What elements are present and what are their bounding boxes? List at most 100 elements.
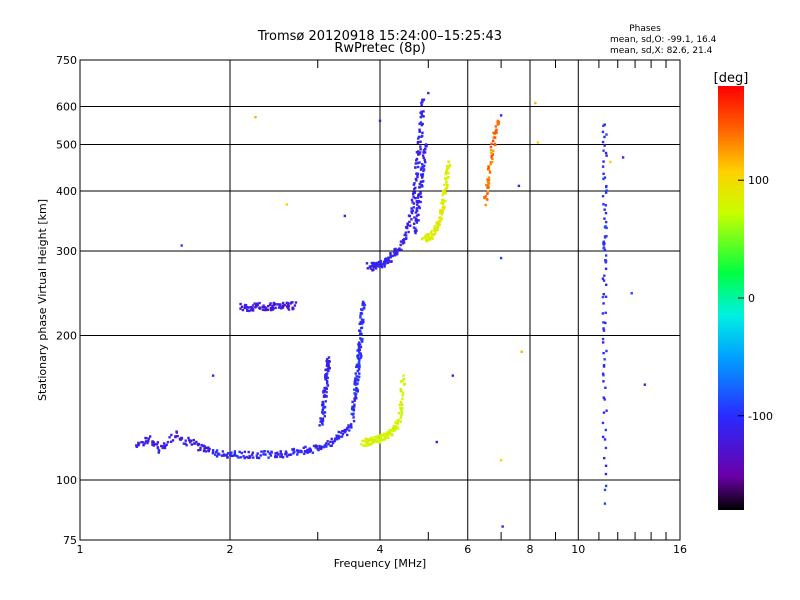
echo-point: [433, 225, 437, 228]
echo-point: [419, 168, 423, 171]
echo-point: [403, 237, 406, 241]
echo-point: [281, 304, 285, 308]
echo-point: [207, 449, 211, 453]
echo-point: [329, 440, 332, 444]
echo-point: [605, 409, 608, 412]
echo-point: [215, 449, 219, 452]
echo-point: [412, 226, 416, 229]
echo-point: [484, 203, 487, 207]
echo-point: [603, 235, 607, 238]
echo-point: [341, 429, 344, 433]
echo-point: [143, 442, 146, 445]
echo-point: [604, 386, 607, 389]
echo-point: [379, 434, 383, 437]
echo-point: [348, 425, 351, 429]
echo-point: [410, 207, 413, 210]
echo-point: [441, 190, 445, 193]
echo-point: [279, 303, 282, 306]
echo-point: [362, 306, 366, 309]
echo-point: [318, 424, 321, 427]
echo-point: [207, 446, 210, 449]
echo-point: [351, 400, 354, 404]
echo-point: [410, 198, 414, 202]
echo-point: [445, 170, 449, 173]
echo-point: [422, 110, 425, 113]
echo-point: [375, 261, 378, 265]
echo-point: [601, 140, 605, 144]
echo-point: [179, 438, 182, 441]
echo-point: [280, 453, 284, 456]
echo-point: [321, 411, 324, 414]
echo-point: [418, 151, 422, 154]
echo-point: [326, 440, 329, 443]
echo-point: [286, 301, 290, 305]
echo-point: [405, 225, 409, 229]
echo-point: [292, 449, 295, 452]
echo-point: [604, 464, 608, 468]
echo-point: [357, 343, 360, 346]
echo-point: [322, 402, 325, 406]
echo-point: [326, 363, 329, 366]
echo-point: [416, 196, 420, 199]
echo-point: [487, 183, 490, 186]
echo-point: [385, 432, 388, 435]
echo-point: [321, 423, 324, 426]
echo-point: [604, 191, 608, 194]
echo-point: [605, 184, 608, 188]
echo-point: [414, 211, 418, 214]
echo-point: [433, 229, 436, 232]
echo-point: [446, 183, 449, 187]
echo-point: [349, 424, 353, 427]
legend-line-o: mean, sd,O: -99.1, 16.4: [610, 35, 717, 45]
echo-point: [430, 236, 434, 239]
noise-point: [378, 119, 382, 123]
echo-point: [137, 442, 141, 445]
echo-point: [398, 247, 401, 250]
y-tick-label: 100: [56, 474, 77, 487]
echo-point: [323, 405, 327, 409]
echo-point: [489, 149, 493, 152]
echo-point: [422, 168, 426, 171]
echo-point: [601, 421, 605, 425]
echo-point: [396, 252, 399, 256]
echo-point: [487, 178, 491, 182]
echo-point: [137, 444, 140, 447]
echo-point: [348, 429, 351, 432]
echo-point: [146, 441, 149, 445]
echo-point: [230, 451, 233, 454]
echo-point: [421, 173, 425, 176]
noise-point: [501, 525, 504, 528]
echo-point: [397, 418, 400, 422]
echo-point: [359, 330, 362, 333]
echo-point: [326, 376, 329, 380]
echo-point: [238, 450, 241, 454]
echo-point: [441, 202, 445, 206]
echo-point: [165, 443, 168, 446]
echo-point: [602, 327, 605, 330]
echo-point: [152, 444, 156, 447]
echo-point: [356, 389, 359, 392]
echo-point: [333, 439, 336, 443]
echo-point: [420, 110, 423, 113]
echo-point: [374, 267, 378, 270]
echo-point: [382, 432, 386, 436]
echo-point: [182, 442, 186, 445]
echo-point: [403, 233, 406, 237]
echo-point: [256, 452, 259, 455]
echo-point: [410, 218, 413, 221]
echo-point: [419, 116, 423, 119]
echo-point: [329, 444, 332, 448]
echo-point: [308, 447, 311, 450]
echo-point: [416, 175, 419, 179]
echo-point: [426, 239, 430, 242]
echo-point: [327, 362, 330, 365]
echo-point: [251, 451, 255, 454]
echo-point: [402, 241, 406, 244]
echo-point: [421, 131, 424, 135]
echo-point: [200, 443, 203, 447]
echo-point: [328, 360, 331, 363]
echo-point: [359, 333, 362, 336]
echo-point: [604, 259, 607, 262]
echo-point: [415, 221, 419, 224]
